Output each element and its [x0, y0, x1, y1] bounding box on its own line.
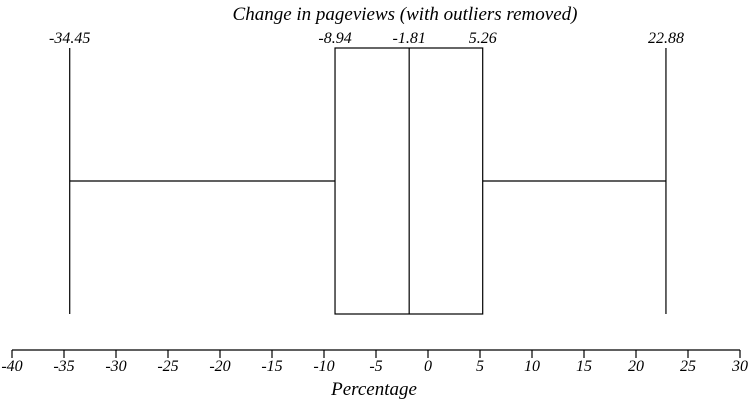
x-tick-label: 20 — [628, 358, 644, 375]
value-label-q1: -8.94 — [318, 30, 351, 47]
value-label-whisker-low: -34.45 — [49, 30, 90, 47]
plot-area: -34.45 -8.94 -1.81 5.26 22.88 — [49, 30, 684, 315]
value-label-q3: 5.26 — [469, 30, 497, 47]
x-axis: -40 -35 -30 -25 -20 -15 -10 -5 0 5 10 15 20 25 30 — [1, 349, 748, 375]
x-tick-label: -15 — [261, 358, 282, 375]
x-tick-label: 15 — [576, 358, 592, 375]
x-tick-label: -30 — [105, 358, 126, 375]
x-tick-label: -5 — [369, 358, 382, 375]
value-label-whisker-high: 22.88 — [648, 30, 684, 47]
x-tick-label: -35 — [53, 358, 74, 375]
x-tick-label: 10 — [524, 358, 540, 375]
x-axis-label: Percentage — [330, 379, 417, 400]
value-label-median: -1.81 — [393, 30, 426, 47]
x-tick-label: 25 — [680, 358, 696, 375]
x-tick-label: -25 — [157, 358, 178, 375]
x-tick-label: 0 — [424, 358, 432, 375]
x-tick-label: -20 — [209, 358, 230, 375]
x-tick-label: 5 — [476, 358, 484, 375]
x-tick-label: -40 — [1, 358, 22, 375]
x-tick-label: -10 — [313, 358, 334, 375]
chart-title: Change in pageviews (with outliers remov… — [233, 4, 578, 25]
x-tick-label: 30 — [731, 358, 748, 375]
